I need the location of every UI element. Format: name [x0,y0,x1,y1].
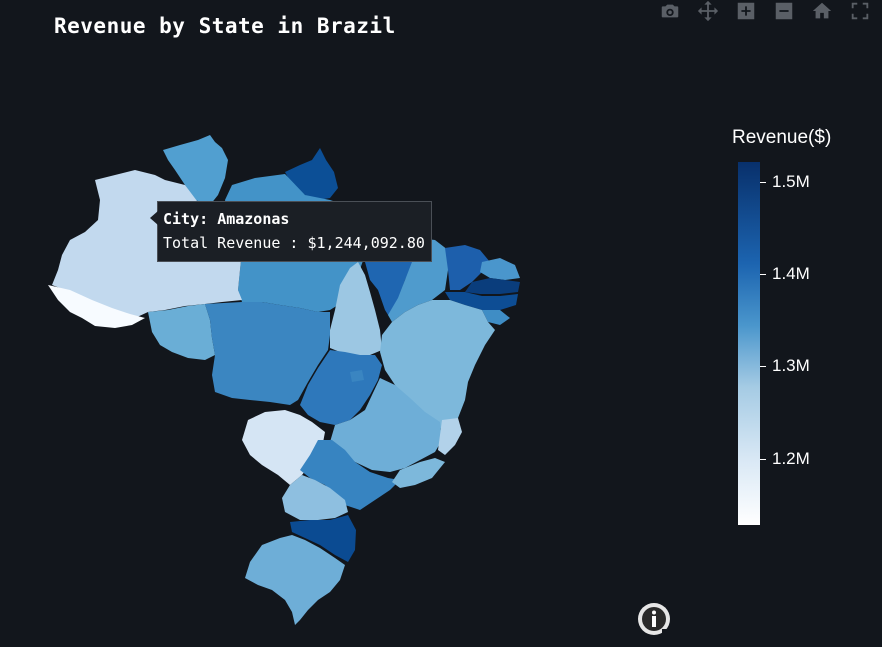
tooltip-revenue-key: Total Revenue : [163,234,308,252]
camera-icon[interactable] [658,0,682,22]
chart-title: Revenue by State in Brazil [54,14,396,38]
state-amapa[interactable] [285,148,338,200]
colorbar-tick-1-4m: 1.4M [772,264,810,283]
state-rio-grande-do-norte[interactable] [480,258,520,280]
state-tocantins[interactable] [330,262,382,355]
info-icon[interactable] [636,601,672,637]
state-espirito-santo[interactable] [438,418,462,455]
state-distrito-federal[interactable] [350,370,364,382]
colorbar-tickmark [760,366,766,367]
state-pernambuco[interactable] [445,292,518,310]
hover-tooltip: City: Amazonas Total Revenue : $1,244,09… [150,201,432,262]
colorbar-tickmark [760,182,766,183]
tooltip-city-value: Amazonas [217,210,290,228]
colorbar-tick-1-2m: 1.2M [772,449,810,468]
state-piaui[interactable] [388,238,448,322]
colorbar-tickmark [760,274,766,275]
state-rio-de-janeiro[interactable] [392,458,445,488]
state-acre[interactable] [48,285,145,328]
state-sao-paulo[interactable] [300,440,400,510]
fullscreen-icon[interactable] [848,0,872,22]
pan-icon[interactable] [696,0,720,22]
state-parana[interactable] [282,475,348,520]
state-minas-gerais[interactable] [330,378,442,472]
tooltip-city-key: City: [163,210,218,228]
zoom-out-icon[interactable] [772,0,796,22]
state-rio-grande-do-sul[interactable] [245,535,345,625]
state-roraima[interactable] [163,135,228,205]
colorbar-title: Revenue($) [732,127,832,148]
tooltip-revenue-value: $1,244,092.80 [307,234,425,252]
home-icon[interactable] [810,0,834,22]
colorbar-tick-1-3m: 1.3M [772,356,810,375]
zoom-in-icon[interactable] [734,0,758,22]
state-mato-grosso[interactable] [205,302,330,405]
modebar [658,0,872,22]
state-paraiba[interactable] [465,278,520,294]
state-rondonia[interactable] [148,304,215,360]
colorbar-tickmark [760,459,766,460]
state-alagoas[interactable] [482,310,510,325]
state-santa-catarina[interactable] [290,515,356,562]
state-goias[interactable] [300,350,382,425]
colorbar[interactable] [738,162,760,525]
colorbar-tick-1-5m: 1.5M [772,172,810,191]
state-ceara[interactable] [445,245,490,290]
